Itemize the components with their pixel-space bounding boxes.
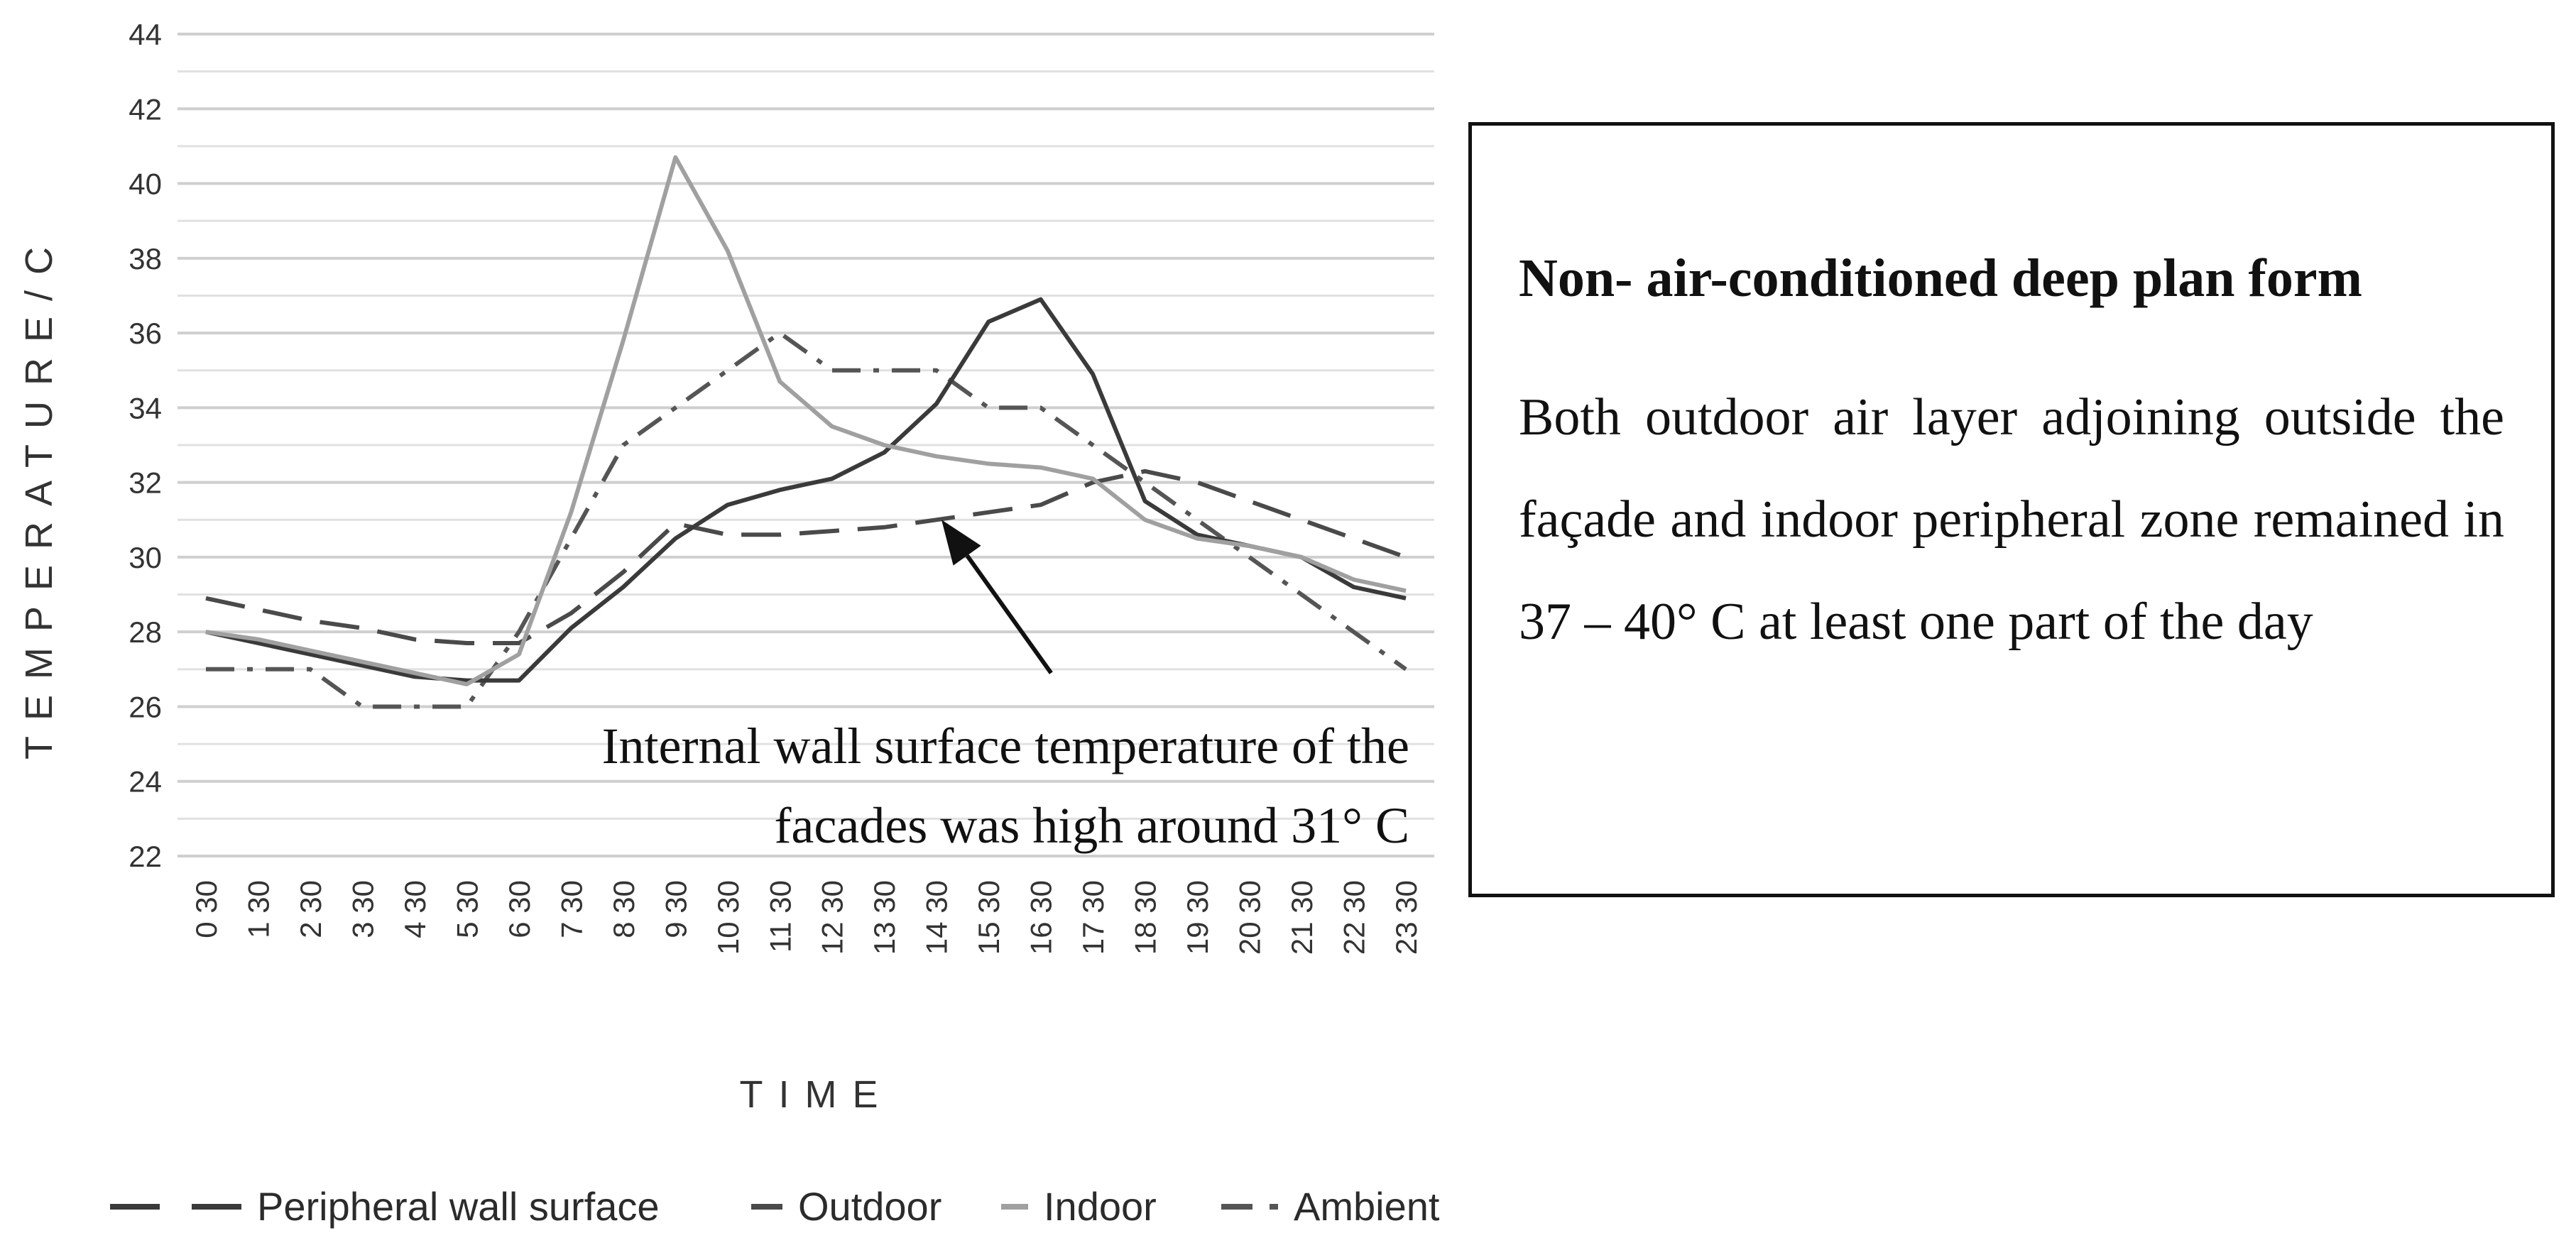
annotation-line-1: Internal wall surface temperature of the: [602, 718, 1409, 774]
x-tick-label: 20 30: [1233, 880, 1267, 955]
y-axis-title: TEMPERATURE/C: [18, 231, 60, 760]
x-tick-label: 7 30: [555, 880, 588, 938]
legend-item-peripheral-wall-surface: Peripheral wall surface: [110, 1184, 659, 1229]
info-box-body: Both outdoor air layer adjoining outside…: [1519, 388, 2504, 652]
y-tick-label: 28: [129, 615, 162, 649]
x-tick-label: 10 30: [711, 880, 745, 955]
y-tick-label: 44: [129, 18, 162, 51]
legend-item-ambient: Ambient: [1221, 1184, 1440, 1229]
x-tick-label: 6 30: [503, 880, 536, 938]
annotation-line-2: facades was high around 31° C: [774, 797, 1409, 854]
x-tick-label: 3 30: [346, 880, 379, 938]
y-tick-label: 30: [129, 541, 162, 574]
x-tick-label: 4 30: [398, 880, 432, 938]
x-axis-ticks: 0 30 1 30 2 30 3 30 4 30 5 30 6 30 7 30 8 30 9 30…: [190, 880, 1423, 955]
annotation-arrow-shaft: [965, 554, 1053, 674]
x-tick-label: 23 30: [1390, 880, 1423, 955]
series-line-outdoor: [205, 468, 1407, 645]
y-tick-label: 24: [129, 765, 162, 799]
x-tick-label: 13 30: [868, 880, 901, 955]
series-line-peripheral-wall-surface: [205, 297, 1407, 683]
x-tick-label: 8 30: [607, 880, 640, 938]
y-tick-label: 40: [129, 168, 162, 201]
x-tick-label: 19 30: [1181, 880, 1214, 955]
x-tick-label: 1 30: [241, 880, 275, 938]
legend-label: Ambient: [1294, 1184, 1440, 1229]
y-tick-label: 42: [129, 92, 162, 126]
annotation: Internal wall surface temperature of the…: [602, 520, 1409, 854]
x-tick-label: 15 30: [972, 880, 1005, 955]
y-tick-label: 36: [129, 317, 162, 350]
x-tick-label: 11 30: [763, 880, 797, 953]
series-line-indoor: [205, 155, 1407, 686]
x-tick-label: 21 30: [1285, 880, 1319, 955]
legend-label: Peripheral wall surface: [257, 1184, 659, 1229]
x-tick-label: 22 30: [1338, 880, 1371, 955]
x-tick-label: 14 30: [920, 880, 954, 955]
y-tick-label: 26: [129, 690, 162, 723]
y-tick-label: 34: [129, 391, 162, 424]
y-tick-label: 38: [129, 242, 162, 275]
y-tick-label: 32: [129, 466, 162, 500]
x-tick-label: 5 30: [450, 880, 484, 938]
legend-item-outdoor: Outdoor: [751, 1184, 942, 1229]
legend: Peripheral wall surface Outdoor Indoor Ambi…: [110, 1184, 1440, 1229]
legend-label: Outdoor: [798, 1184, 942, 1229]
y-tick-label: 22: [129, 840, 162, 873]
y-axis-ticks: 22 24 26 28 30 32 34 36 38 40 42 44: [129, 18, 162, 873]
info-box: Non- air-conditioned deep plan form Both…: [1468, 122, 2555, 897]
x-tick-label: 17 30: [1076, 880, 1110, 955]
x-axis-title: TIME: [740, 1073, 894, 1116]
info-box-title: Non- air-conditioned deep plan form: [1519, 248, 2362, 308]
x-tick-label: 18 30: [1129, 880, 1162, 955]
series-line-ambient: [206, 331, 1407, 709]
x-tick-label: 2 30: [294, 880, 327, 938]
x-tick-label: 12 30: [816, 880, 849, 955]
x-tick-label: 9 30: [659, 880, 692, 938]
legend-item-indoor: Indoor: [1001, 1184, 1157, 1229]
legend-label: Indoor: [1044, 1184, 1157, 1229]
x-tick-label: 16 30: [1025, 880, 1058, 955]
x-tick-label: 0 30: [190, 880, 223, 938]
annotation-arrow-head: [942, 520, 981, 566]
series-lines: [205, 155, 1407, 709]
